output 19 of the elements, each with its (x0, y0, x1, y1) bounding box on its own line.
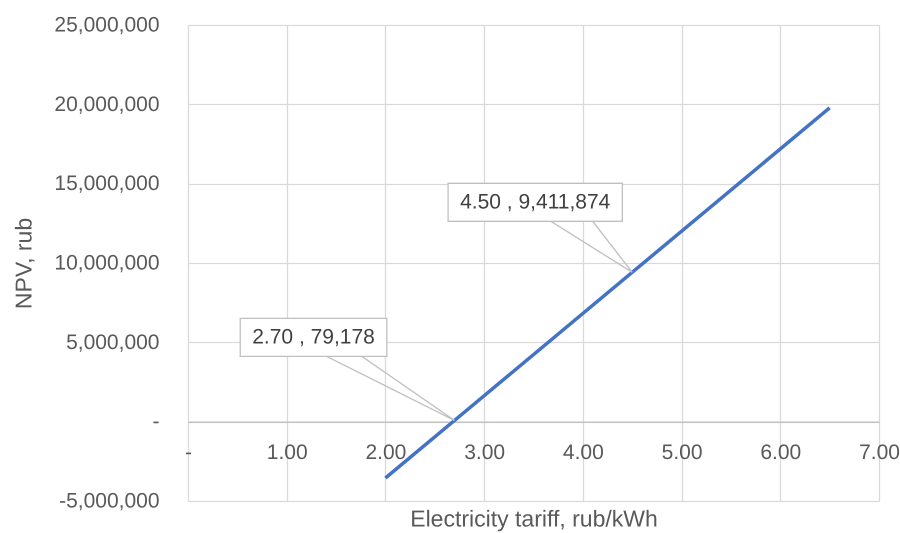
x-tick-label: - (185, 441, 192, 464)
annotation: 4.50 , 9,411,874 (460, 190, 611, 214)
y-tick-label: 15,000,000 (54, 172, 160, 196)
x-tick-label: 6.00 (760, 441, 802, 464)
x-tick-label: 7.00 (859, 441, 900, 464)
y-tick-label: 20,000,000 (54, 92, 160, 116)
y-axis-title: NPV, rub (10, 218, 36, 310)
annotation: 2.70 , 79,178 (252, 325, 375, 348)
x-tick-label: 3.00 (464, 441, 506, 464)
y-tick-label: 25,000,000 (54, 14, 160, 36)
x-tick-label: 2.00 (365, 441, 406, 464)
y-tick-label: -5,000,000 (59, 490, 160, 512)
x-tick-label: 5.00 (662, 441, 703, 464)
x-tick-label: 4.00 (562, 441, 604, 464)
x-tick-label: 1.00 (266, 441, 308, 464)
x-axis-title: Electricity tariff, rub/kWh (410, 506, 658, 532)
y-tick-label: 10,000,000 (54, 252, 160, 274)
y-tick-label: 5,000,000 (66, 330, 160, 354)
y-tick-label: - (152, 410, 160, 434)
